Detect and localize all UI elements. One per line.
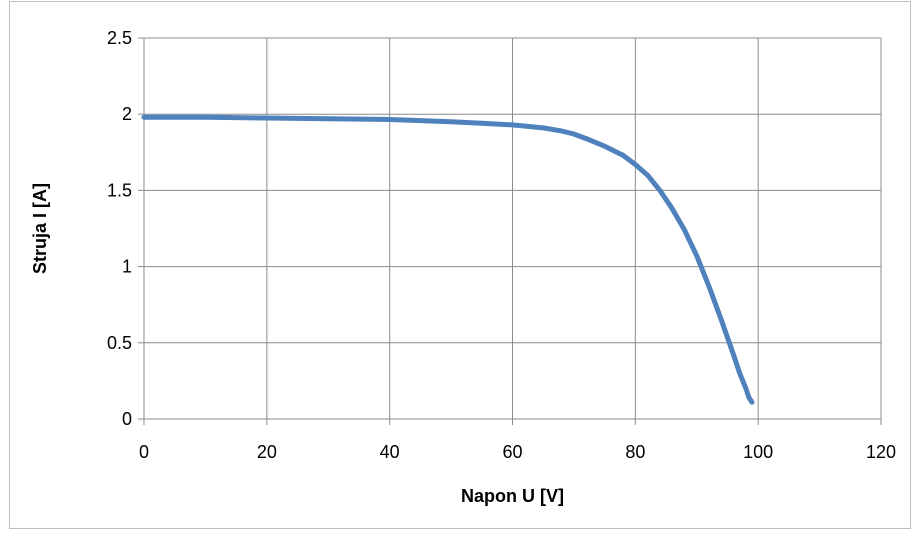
- y-tick-label: 0.5: [107, 333, 132, 353]
- x-axis-title: Napon U [V]: [461, 486, 564, 506]
- y-tick-label: 2: [122, 104, 132, 124]
- x-tick-label: 0: [139, 442, 149, 462]
- x-tick-label: 60: [502, 442, 522, 462]
- y-axis-title: Struja I [A]: [30, 183, 50, 274]
- x-tick-label: 40: [380, 442, 400, 462]
- x-tick-label: 80: [625, 442, 645, 462]
- grid: [138, 37, 882, 425]
- y-tick-labels: 0 0.5 1 1.5 2 2.5: [107, 28, 132, 429]
- y-tick-label: 0: [122, 409, 132, 429]
- chart-frame: [9, 1, 911, 529]
- series-line: [141, 114, 755, 405]
- x-tick-label: 100: [743, 442, 773, 462]
- x-tick-label: 120: [866, 442, 896, 462]
- y-tick-label: 2.5: [107, 28, 132, 48]
- y-tick-label: 1.5: [107, 180, 132, 200]
- series-layer: [141, 114, 755, 405]
- y-tick-label: 1: [122, 257, 132, 277]
- x-tick-label: 20: [257, 442, 277, 462]
- x-tick-labels: 0 20 40 60 80 100 120: [139, 442, 896, 462]
